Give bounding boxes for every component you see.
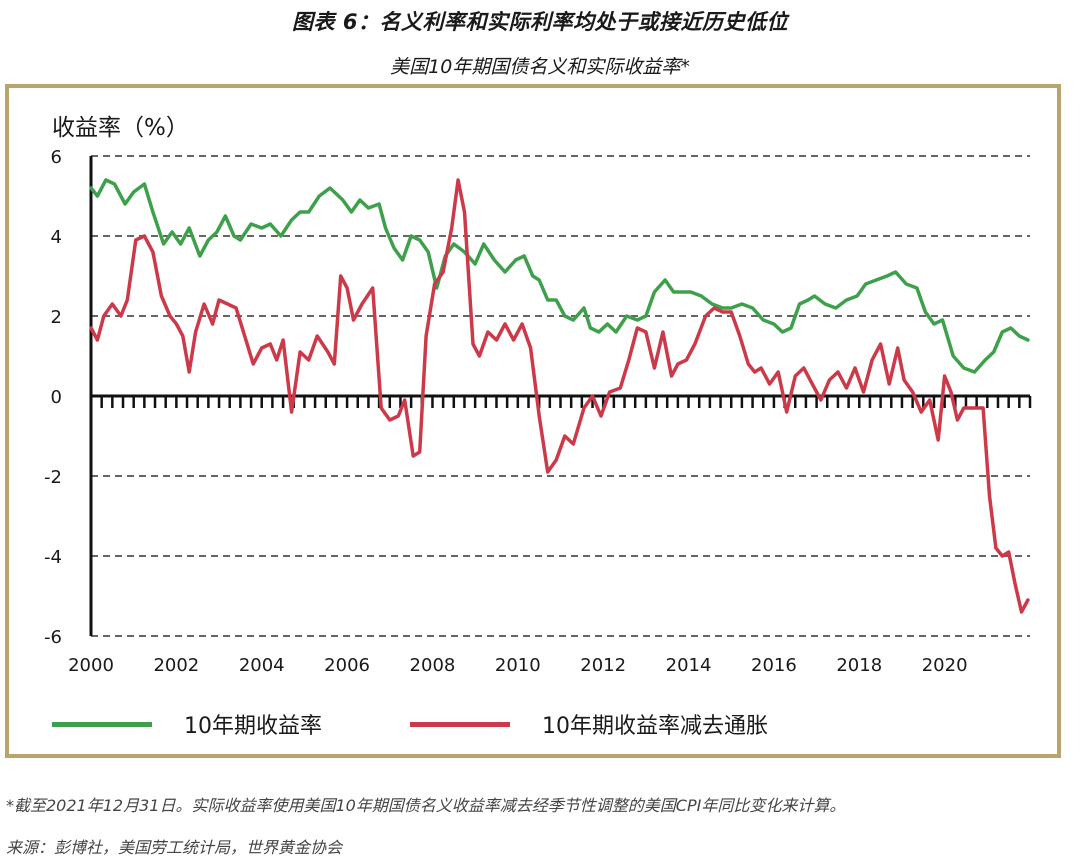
legend-item-nominal: 10年期收益率 bbox=[52, 708, 322, 740]
y-tick-label: 0 bbox=[51, 387, 62, 408]
x-tick-label: 2002 bbox=[153, 655, 199, 676]
series-layer bbox=[89, 178, 1030, 614]
chart-frame bbox=[5, 84, 1061, 758]
series-real-line bbox=[89, 178, 1030, 614]
legend-label-nominal: 10年期收益率 bbox=[184, 714, 322, 739]
legend-label-real: 10年期收益率减去通胀 bbox=[542, 714, 768, 739]
figure-title: 图表 6：名义利率和实际利率均处于或接近历史低位 bbox=[292, 10, 788, 34]
y-tick-label: -2 bbox=[44, 467, 62, 488]
y-axis-label: 收益率（%） bbox=[52, 115, 189, 141]
source-note: 来源：彭博社，美国劳工统计局，世界黄金协会 bbox=[6, 838, 343, 857]
x-tick-label: 2000 bbox=[68, 655, 114, 676]
footnote: *截至2021年12月31日。实际收益率使用美国10年期国债名义收益率减去经季节… bbox=[6, 796, 846, 815]
x-tick-label: 2006 bbox=[324, 655, 370, 676]
x-tick-label: 2016 bbox=[751, 655, 797, 676]
x-tick-label: 2010 bbox=[495, 655, 541, 676]
y-tick-label: -4 bbox=[44, 547, 62, 568]
grid-layer bbox=[91, 155, 1030, 637]
legend-item-real: 10年期收益率减去通胀 bbox=[410, 708, 768, 740]
x-tick-labels: 2000 2002 2004 2006 2008 2010 2012 2014 2016 2018… bbox=[68, 655, 967, 676]
x-tick-label: 2004 bbox=[239, 655, 285, 676]
figure-subtitle: 美国10年期国债名义和实际收益率* bbox=[390, 56, 690, 78]
x-tick-label: 2012 bbox=[580, 655, 626, 676]
y-tick-label: -6 bbox=[44, 627, 62, 648]
series-nominal-line bbox=[89, 178, 1030, 374]
y-tick-label: 6 bbox=[51, 147, 62, 168]
legend-swatch-real bbox=[410, 721, 510, 727]
y-tick-label: 2 bbox=[51, 307, 62, 328]
x-tick-label: 2020 bbox=[922, 655, 968, 676]
x-tick-label: 2018 bbox=[836, 655, 882, 676]
x-tick-label: 2008 bbox=[410, 655, 456, 676]
legend-swatch-nominal bbox=[52, 721, 152, 727]
x-tick-label: 2014 bbox=[666, 655, 712, 676]
y-tick-labels: 6 4 2 0 -2 -4 -6 bbox=[44, 147, 62, 648]
y-tick-label: 4 bbox=[51, 227, 62, 248]
axes bbox=[89, 156, 1032, 636]
